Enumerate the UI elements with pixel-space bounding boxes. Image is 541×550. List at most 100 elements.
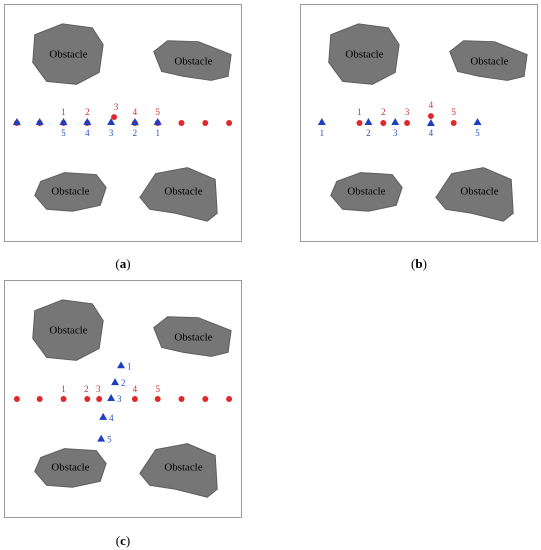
obstacle-label: Obstacle [345,49,383,61]
blue-points [317,118,482,126]
blue-triangle-4 [83,118,92,125]
blue-points [12,118,162,125]
panel-b-canvas: Obstacle Obstacle Obstacle Obstacle 1 2 … [317,23,528,222]
red-point-2 [380,120,387,126]
obstacle-label: Obstacle [347,185,385,197]
obstacle-label: Obstacle [49,49,87,61]
caption-c: (c) [115,533,131,548]
red-point [178,120,185,126]
obstacles: Obstacle Obstacle Obstacle Obstacle [32,299,232,498]
obstacles: Obstacle Obstacle Obstacle Obstacle [32,23,232,222]
caption-b: (b) [411,256,427,271]
red-label: 5 [155,107,160,117]
blue-triangle-1 [117,361,125,369]
red-point [13,396,20,402]
obstacle-top-left [32,299,104,361]
red-labels: 1 2 3 4 5 [357,100,456,117]
red-label: 4 [133,107,138,117]
red-label: 1 [61,384,65,394]
red-point-3 [96,396,103,402]
red-label: 5 [451,107,456,117]
blue-triangle [35,118,44,125]
red-labels: 1 2 3 4 5 [61,384,160,394]
blue-triangle-4 [426,119,435,126]
red-point-1 [356,120,363,126]
blue-triangle-3 [107,118,116,125]
red-point-3 [404,120,411,126]
blue-triangle-3 [391,118,400,125]
obstacle-top-left [328,23,400,85]
obstacle-label: Obstacle [51,185,89,197]
blue-labels: 1 2 3 4 5 [107,361,131,444]
red-point-1 [60,396,67,402]
blue-labels: 1 2 3 4 5 [320,128,481,138]
obstacle-label: Obstacle [164,461,202,473]
blue-triangle-1 [317,118,326,125]
red-point-5 [450,120,457,126]
red-label: 3 [114,102,119,112]
obstacle-label: Obstacle [164,185,202,197]
blue-triangle-3 [107,394,116,401]
obstacle-bottom-right [139,443,218,498]
red-point [226,396,233,402]
obstacle-top-right [153,40,232,81]
blue-label: 1 [155,128,159,138]
red-label: 3 [96,384,101,394]
obstacle-bottom-right [435,167,514,222]
blue-triangle-4 [99,412,108,420]
red-point-2 [84,396,91,402]
blue-labels: 5 4 3 2 1 [61,128,160,138]
blue-label: 1 [127,361,131,371]
red-labels: 1 2 3 4 5 [61,102,160,117]
obstacle-label: Obstacle [174,331,212,343]
blue-triangle [12,118,21,125]
obstacle-bottom-left [330,172,403,212]
red-label: 1 [357,107,361,117]
red-label: 2 [84,384,88,394]
panel-a: Obstacle Obstacle Obstacle Obstacle [4,4,242,242]
blue-label: 4 [429,128,434,138]
obstacle-label: Obstacle [51,461,89,473]
blue-triangle-2 [111,378,120,386]
red-label: 3 [405,107,410,117]
blue-label: 3 [109,128,114,138]
red-point-4 [131,396,138,402]
red-point [202,120,209,126]
blue-label: 2 [133,128,137,138]
obstacle-label: Obstacle [470,55,508,67]
blue-label: 5 [61,128,66,138]
blue-label: 1 [320,128,324,138]
blue-label: 2 [121,378,125,388]
obstacle-label: Obstacle [49,325,87,337]
red-label: 2 [85,107,89,117]
blue-triangle-5 [59,118,68,125]
obstacles: Obstacle Obstacle Obstacle Obstacle [328,23,528,222]
red-point-3 [111,114,118,121]
red-point [36,396,43,402]
obstacle-bottom-right [139,167,218,222]
obstacle-bottom-left [34,172,107,212]
obstacle-bottom-left [34,448,107,488]
red-point [202,396,209,402]
obstacle-label: Obstacle [460,185,498,197]
red-label: 2 [381,107,385,117]
red-point-5 [154,396,161,402]
blue-triangle-2 [130,118,139,125]
obstacle-top-left [32,23,104,85]
red-point-4 [427,113,434,120]
red-points [13,396,233,402]
panel-a-canvas: Obstacle Obstacle Obstacle Obstacle [12,23,233,222]
red-point [226,120,233,126]
panel-c-canvas: Obstacle Obstacle Obstacle Obstacle [13,299,233,498]
blue-triangle-5 [97,434,106,442]
blue-triangle-2 [364,118,373,125]
obstacle-label: Obstacle [174,55,212,67]
obstacle-top-right [153,316,232,357]
red-points [13,114,233,126]
blue-label: 3 [117,394,122,404]
red-point [178,396,185,402]
panel-b: Obstacle Obstacle Obstacle Obstacle 1 2 … [300,4,538,242]
red-label: 1 [61,107,65,117]
blue-label: 5 [107,435,112,445]
red-label: 4 [133,384,138,394]
